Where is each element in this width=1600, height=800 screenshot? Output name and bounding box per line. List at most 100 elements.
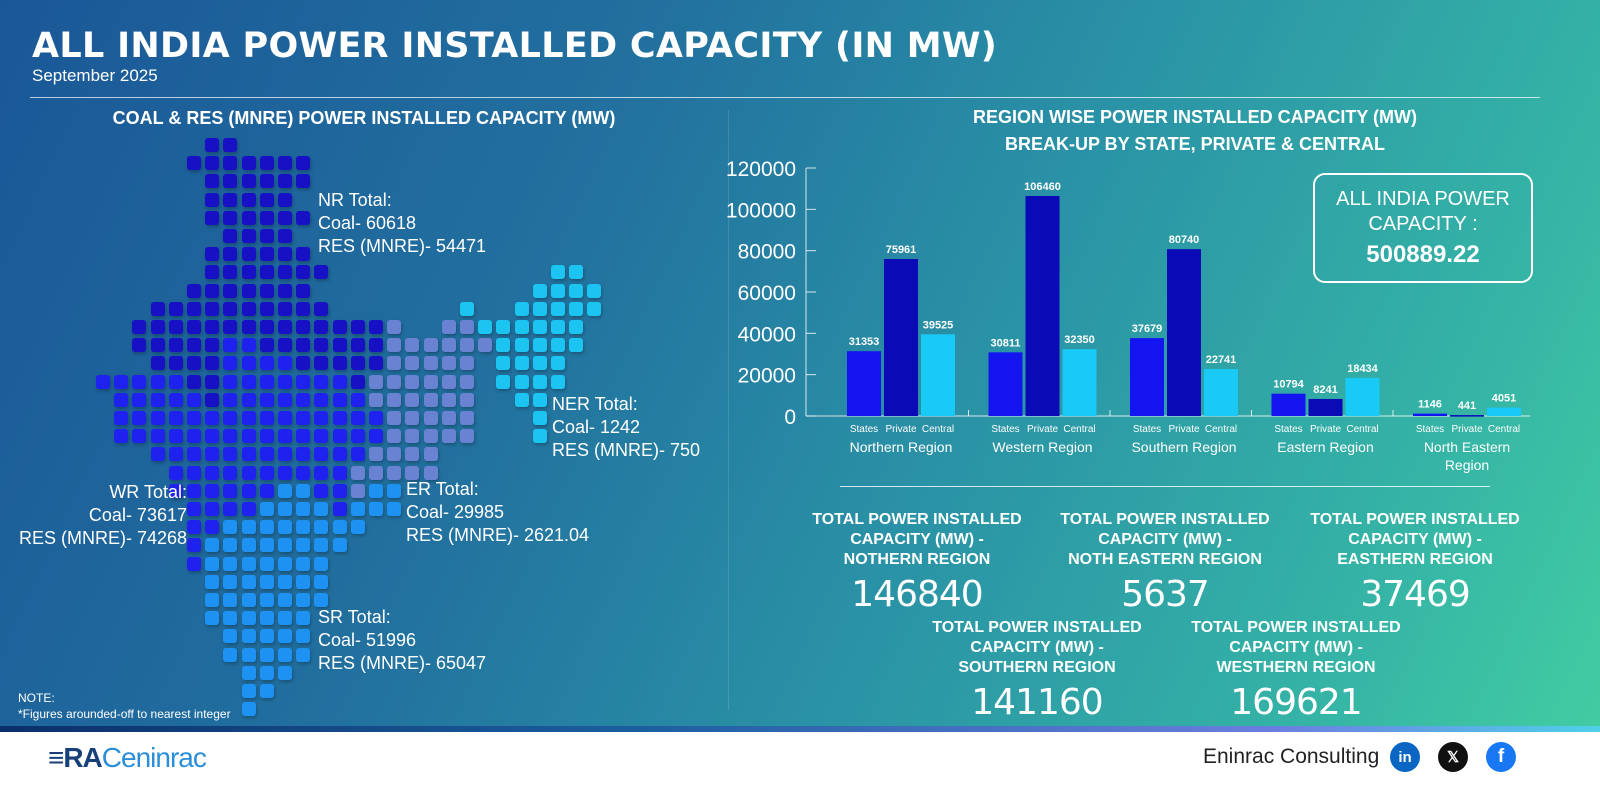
wr-title: WR Total: [109,482,187,502]
map-tile [369,320,383,334]
map-tile [296,556,311,571]
map-tile [405,356,420,371]
y-tick-label: 0 [784,406,796,429]
map-tile [423,374,438,389]
bar-central [921,334,955,416]
nr-label: NR Total: Coal- 60618 RES (MNRE)- 54471 [318,189,486,258]
map-tile [205,593,220,607]
map-tile [241,465,256,480]
sub-category-label: Private [1027,424,1059,435]
map-tile [259,301,274,316]
map-tile [369,502,383,516]
map-tile [460,411,474,425]
map-tile [241,247,256,262]
map-tile [259,174,274,189]
map-tile [187,320,201,334]
map-tile [223,629,238,644]
category-label: Eastern Region [1277,439,1374,455]
map-tile [259,483,274,498]
map-tile [278,411,292,425]
map-tile [223,593,238,607]
map-tile [168,392,183,407]
map-tile [259,556,274,571]
map-tile [96,374,110,389]
map-tile [423,447,438,462]
map-tile [205,538,220,553]
map-tile [278,192,292,207]
map-tile [150,374,165,389]
map-tile [132,411,147,425]
map-tile [223,374,238,389]
er-res: RES (MNRE)- 2621.04 [406,525,590,545]
wr-res: RES (MNRE)- 74268 [18,528,187,548]
bar-states [1271,393,1306,416]
map-tile [278,229,292,243]
sub-category-label: Private [885,424,917,435]
map-tile [114,392,129,407]
map-tile [423,338,438,353]
map-tile [150,338,165,353]
total-card-western: TOTAL POWER INSTALLED CAPACITY (MW) - WE… [1176,618,1416,723]
sub-category-label: Central [1346,424,1378,435]
note: NOTE: *Figures arounded-off to nearest i… [18,690,231,722]
map-tile [296,538,311,553]
map-tile [259,192,274,207]
total-box-value: 500889.22 [1366,241,1480,268]
map-tile [332,465,347,480]
bar-value-label: 22741 [1206,354,1237,366]
map-tile [441,374,456,389]
region-bar-chart: 0 20000 40000 60000 80000 100000 120000 31353 St… [726,158,1521,455]
map-tile [205,156,220,171]
linkedin-icon[interactable]: in [1390,742,1420,772]
map-tile [259,210,274,225]
map-tile [241,611,256,626]
chart-heading-line1: REGION WISE POWER INSTALLED CAPACITY (MW… [973,107,1417,127]
map-tile [350,411,365,425]
map-tile [296,483,311,498]
map-tile [241,174,256,189]
map-tile [241,665,256,680]
y-tick-label: 120000 [726,158,796,181]
facebook-icon[interactable]: f [1486,742,1516,772]
map-tile [205,174,220,189]
map-tile [314,338,329,353]
map-tile [551,356,565,371]
map-tile [332,320,347,334]
ner-coal: Coal- 1242 [552,417,641,437]
map-tile [514,374,529,389]
map-tile [369,483,383,498]
map-tile [187,447,201,462]
map-tile [114,411,129,425]
map-tile [259,265,274,280]
map-tile [114,374,129,389]
bar-private [1308,398,1343,416]
card-value: 169621 [1230,682,1362,723]
map-tile [132,392,147,407]
card-line: WESTHERN REGION [1216,659,1376,676]
page-subtitle: September 2025 [32,66,158,85]
map-tile [441,356,456,371]
map-tile [168,411,183,425]
map-tile [259,520,274,535]
map-tile [168,447,183,462]
map-tile [278,556,292,571]
y-tick-label: 60000 [738,282,796,305]
map-tile [205,138,220,152]
all-india-total-box: ALL INDIA POWER CAPACITY : 500889.22 [1313,173,1533,283]
map-tile [278,611,292,626]
sr-res: RES (MNRE)- 65047 [318,653,487,673]
map-tile [460,320,474,334]
er-title: ER Total: [406,479,479,499]
x-icon[interactable]: 𝕏 [1438,742,1468,772]
map-tile [350,520,365,535]
map-tile [241,392,256,407]
map-tile [278,574,292,589]
map-tile [168,338,183,353]
map-tile [314,502,329,516]
card-line: NOTH EASTERN REGION [1068,551,1262,568]
map-tile [241,447,256,462]
sub-category-label: Central [922,424,954,435]
bar-value-label: 75961 [886,244,917,256]
sub-category-label: Central [1488,424,1520,435]
sub-category-label: States [1416,424,1444,435]
